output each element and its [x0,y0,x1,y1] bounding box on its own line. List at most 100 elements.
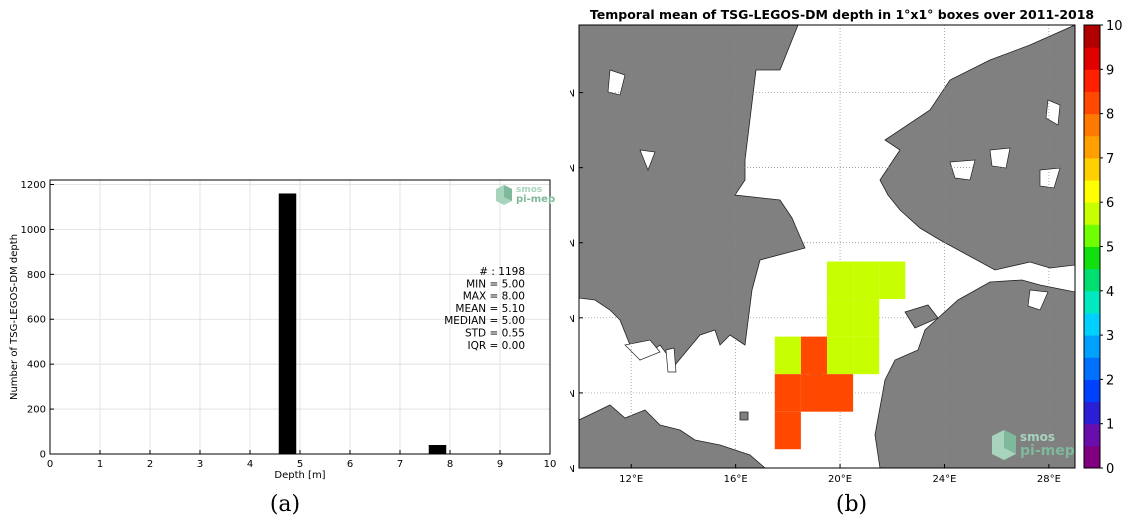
lat-tick-label: 54°N [570,464,575,475]
lake-finland-1 [949,159,976,181]
lon-tick-label: 24°E [932,474,956,485]
smos-logo-line2: pi-mep [1020,443,1075,459]
y-tick-label: 800 [27,270,46,281]
histogram-x-label: Depth [m] [274,470,325,480]
depth-cell [800,336,827,375]
lake-estonia [1027,289,1049,311]
land-finland [879,25,1075,271]
colorbar-tick-label: 8 [1106,108,1114,123]
histogram-bar [278,193,297,454]
smos-logo-icon [992,430,1016,460]
x-tick-label: 1 [97,459,103,470]
colorbar-segment [1084,246,1100,270]
y-tick-label: 400 [27,360,46,371]
colorbar-segment [1084,180,1100,203]
depth-cell [853,299,880,337]
lon-tick-label: 12°E [619,474,643,485]
panel-label-a: (a) [269,492,301,517]
land-baltic-states [874,279,1075,468]
depth-cell [827,374,854,412]
depth-cell [827,299,854,337]
colorbar-segment [1084,69,1100,92]
lake-ladoga [1045,99,1061,126]
lake-finland-3 [1039,167,1061,189]
smos-logo-line2: pi-mep [516,194,555,205]
colorbar-segment [1084,290,1100,314]
colorbar-segment [1084,379,1100,403]
map-title: Temporal mean of TSG-LEGOS-DM depth in 1… [590,7,1094,22]
x-tick-label: 10 [544,459,557,470]
x-tick-label: 9 [497,459,503,470]
x-tick-label: 3 [197,459,203,470]
histogram-bars [278,193,447,454]
colorbar-tick-label: 5 [1106,241,1114,256]
colorbar-tick-label: 0 [1106,462,1114,477]
stats-line: MAX = 8.00 [463,291,525,303]
depth-histogram: 0 1 2 3 4 5 6 7 8 9 10 0 200 400 600 800 1000 1200 Depth… [9,179,557,480]
histogram-y-ticks: 0 200 400 600 800 1000 1200 [21,180,54,461]
colorbar: 0 1 2 3 4 5 6 7 8 9 10 [1083,19,1123,477]
smos-logo-histogram: smos pi-mep [496,185,555,205]
land-saaremaa [904,304,939,329]
map-depth-cells [774,261,906,450]
colorbar-tick-label: 9 [1106,63,1114,78]
lake-fjord-2 [639,149,656,171]
colorbar-segment [1084,113,1100,137]
y-tick-label: 1000 [21,225,46,236]
lon-tick-label: 20°E [828,474,852,485]
depth-cell [853,336,880,375]
map-frame [578,24,1076,469]
colorbar-segment [1084,445,1100,469]
x-tick-label: 0 [47,459,53,470]
lat-tick-label: 60°N [570,239,575,250]
depth-cell [800,374,827,412]
histogram-bar [428,445,447,454]
lat-tick-label: 62°N [570,164,575,175]
colorbar-segment [1084,401,1100,425]
x-tick-label: 2 [147,459,153,470]
colorbar-segment [1084,335,1100,358]
y-tick-label: 600 [27,315,46,326]
colorbar-segment [1084,135,1100,159]
stats-line: MEDIAN = 5.00 [444,315,525,327]
colorbar-segment [1084,312,1100,336]
colorbar-segment [1084,202,1100,225]
y-tick-label: 0 [40,450,46,461]
depth-cell [774,374,801,412]
y-tick-label: 200 [27,405,46,416]
colorbar-tick-label: 3 [1106,329,1114,344]
x-tick-label: 6 [347,459,353,470]
lat-tick-label: 56°N [570,389,575,400]
colorbar-segment [1084,423,1100,447]
depth-cell [774,411,801,450]
map-lat-ticks: 54°N 56°N 58°N 60°N 62°N 64°N [570,89,583,475]
depth-cell [827,261,854,300]
smos-logo-line1: smos [516,185,542,195]
smos-logo-line1: smos [1020,430,1055,444]
x-tick-label: 5 [297,459,303,470]
y-tick-label: 1200 [21,180,46,191]
histogram-y-label: Number of TSG-LEGOS-DM depth [9,234,20,400]
lake-vattern [665,347,677,373]
lon-tick-label: 28°E [1037,474,1061,485]
lake-fjord-1 [607,69,626,96]
x-tick-label: 4 [247,459,253,470]
colorbar-segment [1084,91,1100,115]
land-scandinavia [579,25,806,366]
colorbar-segment [1084,157,1100,181]
x-tick-label: 8 [447,459,453,470]
depth-map: Temporal mean of TSG-LEGOS-DM depth in 1… [570,7,1123,485]
colorbar-tick-label: 7 [1106,152,1114,167]
stats-line: # : 1198 [479,266,525,278]
colorbar-tick-label: 2 [1106,373,1114,388]
depth-cell [853,261,880,300]
colorbar-tick-label: 4 [1106,285,1114,300]
colorbar-tick-label: 10 [1106,19,1123,34]
depth-cell [879,261,906,300]
stats-line: STD = 0.55 [465,328,525,340]
colorbar-segment [1084,224,1100,247]
depth-cell [774,336,801,375]
stats-line: MEAN = 5.10 [455,303,525,315]
histogram-x-ticks: 0 1 2 3 4 5 6 7 8 9 10 [47,450,557,470]
